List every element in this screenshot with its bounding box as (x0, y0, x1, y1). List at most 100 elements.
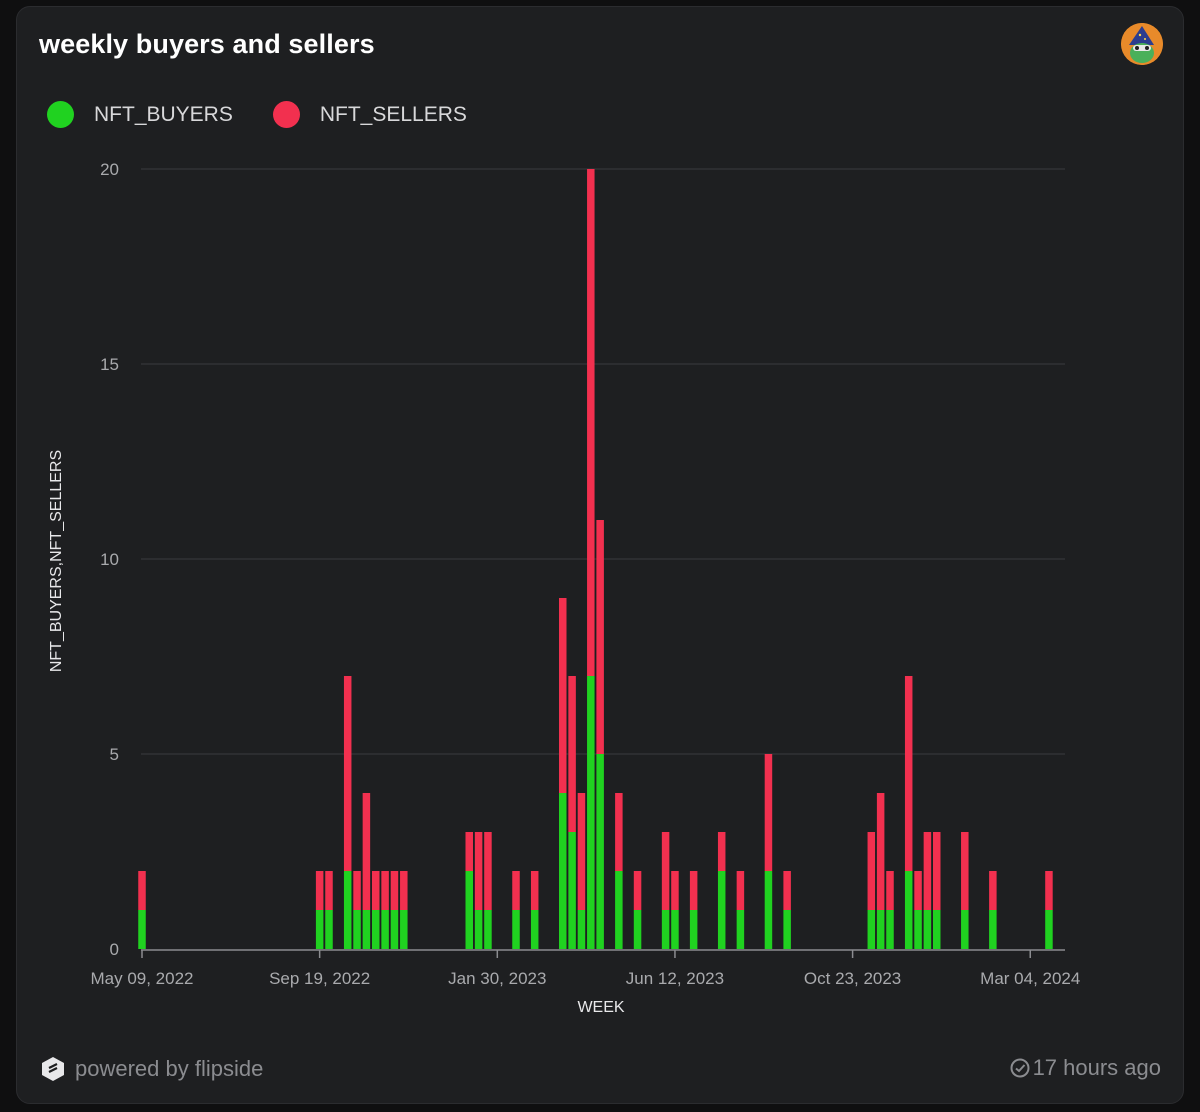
bar-buyers[interactable] (914, 910, 922, 949)
bar-buyers[interactable] (577, 910, 586, 949)
bar-sellers[interactable] (1045, 871, 1053, 910)
bar-sellers[interactable] (568, 676, 576, 832)
bar-sellers[interactable] (474, 832, 483, 910)
bar-buyers[interactable] (400, 910, 408, 949)
chart-legend: NFT_BUYERS NFT_SELLERS (47, 101, 467, 128)
bar-sellers[interactable] (465, 832, 474, 871)
bar-sellers[interactable] (783, 871, 791, 910)
bar-sellers[interactable] (989, 871, 997, 910)
bar-buyers[interactable] (689, 910, 698, 949)
bar-buyers[interactable] (615, 871, 623, 949)
bar-sellers[interactable] (325, 871, 333, 910)
powered-by-link[interactable]: powered by flipside (39, 1055, 263, 1083)
bar-sellers[interactable] (530, 871, 539, 910)
bar-buyers[interactable] (343, 871, 352, 949)
legend-swatch-buyers (47, 101, 74, 128)
bar-buyers[interactable] (325, 910, 333, 949)
bar-buyers[interactable] (530, 910, 539, 949)
bar-buyers[interactable] (512, 910, 520, 949)
bar-sellers[interactable] (923, 832, 932, 910)
bar-buyers[interactable] (923, 910, 932, 949)
bar-sellers[interactable] (587, 169, 595, 676)
bar-sellers[interactable] (933, 832, 941, 910)
bar-buyers[interactable] (783, 910, 791, 949)
x-tick-label: Mar 04, 2024 (980, 969, 1080, 988)
powered-by-text: powered by flipside (75, 1056, 264, 1081)
bar-buyers[interactable] (390, 910, 399, 949)
bar-sellers[interactable] (390, 871, 399, 910)
card-title: weekly buyers and sellers (39, 29, 375, 59)
x-tick-label: May 09, 2022 (90, 969, 193, 988)
wizard-avatar-icon (1121, 23, 1163, 65)
legend-item-buyers[interactable]: NFT_BUYERS (47, 101, 233, 128)
bar-sellers[interactable] (596, 520, 604, 754)
last-updated: 17 hours ago (1009, 1055, 1161, 1081)
bar-buyers[interactable] (633, 910, 642, 949)
legend-swatch-sellers (272, 101, 300, 128)
bar-sellers[interactable] (671, 871, 679, 910)
bar-buyers[interactable] (764, 871, 773, 949)
y-tick-label: 15 (100, 355, 119, 374)
bar-buyers[interactable] (484, 910, 492, 949)
bar-sellers[interactable] (484, 832, 492, 910)
bar-sellers[interactable] (138, 871, 146, 910)
bar-buyers[interactable] (717, 871, 726, 949)
bar-sellers[interactable] (372, 871, 380, 910)
bar-buyers[interactable] (961, 910, 969, 949)
bar-sellers[interactable] (381, 871, 389, 910)
legend-item-sellers[interactable]: NFT_SELLERS (272, 101, 467, 128)
bar-sellers[interactable] (661, 832, 670, 910)
bar-sellers[interactable] (689, 871, 698, 910)
bar-sellers[interactable] (362, 793, 371, 910)
bar-sellers[interactable] (577, 793, 586, 910)
bar-sellers[interactable] (764, 754, 773, 871)
legend-label-sellers: NFT_SELLERS (319, 102, 467, 126)
bar-sellers[interactable] (615, 793, 623, 871)
bar-buyers[interactable] (933, 910, 941, 949)
bar-buyers[interactable] (876, 910, 885, 949)
bar-sellers[interactable] (717, 832, 726, 871)
avatar[interactable] (1121, 23, 1163, 65)
bar-sellers[interactable] (961, 832, 969, 910)
bar-buyers[interactable] (353, 910, 361, 949)
bar-buyers[interactable] (587, 676, 595, 949)
bar-buyers[interactable] (381, 910, 389, 949)
bar-buyers[interactable] (671, 910, 679, 949)
bar-sellers[interactable] (867, 832, 876, 910)
chart-card: weekly buyers and sellers NFT_BUYERS NFT… (16, 6, 1184, 1104)
bar-buyers[interactable] (465, 871, 474, 949)
bar-sellers[interactable] (559, 598, 567, 793)
bar-buyers[interactable] (989, 910, 997, 949)
bar-buyers[interactable] (736, 910, 745, 949)
bar-sellers[interactable] (633, 871, 642, 910)
bar-sellers[interactable] (512, 871, 520, 910)
bar-buyers[interactable] (474, 910, 483, 949)
bar-sellers[interactable] (343, 676, 352, 871)
bar-sellers[interactable] (904, 676, 913, 871)
bar-buyers[interactable] (372, 910, 380, 949)
x-tick-label: Jan 30, 2023 (448, 969, 546, 988)
bar-buyers[interactable] (661, 910, 670, 949)
bar-buyers[interactable] (596, 754, 604, 949)
bar-buyers[interactable] (568, 832, 576, 949)
x-tick-label: Jun 12, 2023 (626, 969, 724, 988)
bar-buyers[interactable] (867, 910, 876, 949)
bar-buyers[interactable] (138, 910, 146, 949)
bar-buyers[interactable] (362, 910, 371, 949)
y-tick-label: 5 (110, 745, 119, 764)
bar-sellers[interactable] (353, 871, 361, 910)
bar-sellers[interactable] (876, 793, 885, 910)
bar-buyers[interactable] (886, 910, 894, 949)
last-updated-text: 17 hours ago (1032, 1055, 1161, 1080)
bar-buyers[interactable] (904, 871, 913, 949)
bar-buyers[interactable] (559, 793, 567, 949)
bar-sellers[interactable] (400, 871, 408, 910)
bar-sellers[interactable] (914, 871, 922, 910)
bar-buyers[interactable] (1045, 910, 1053, 949)
y-tick-label: 20 (100, 160, 119, 179)
bar-sellers[interactable] (315, 871, 324, 910)
x-axis-ticks: May 09, 2022 Sep 19, 2022 Jan 30, 2023 Jun … (90, 950, 1080, 988)
bar-sellers[interactable] (736, 871, 745, 910)
bar-buyers[interactable] (315, 910, 324, 949)
bar-sellers[interactable] (886, 871, 894, 910)
